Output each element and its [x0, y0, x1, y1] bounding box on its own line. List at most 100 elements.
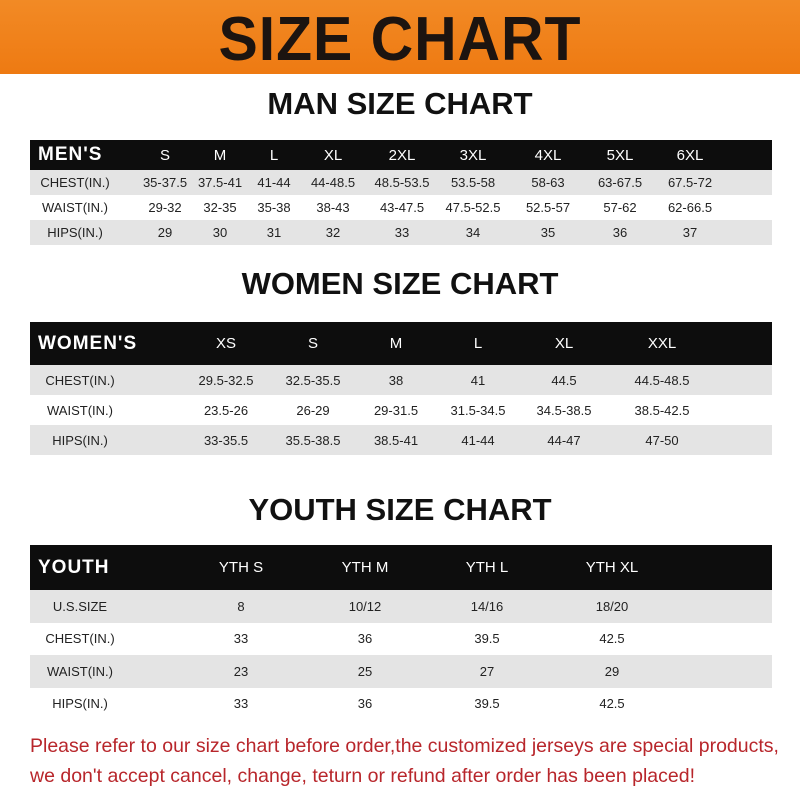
table-cell: 4XL [534, 146, 562, 164]
table-cell: 26-29 [296, 402, 330, 418]
table-header-row: WOMEN'S XS S M L XL XXL [30, 322, 772, 365]
table-cell: 47.5-52.5 [445, 200, 501, 215]
table-cell: XS [215, 335, 237, 352]
row-label: HIPS(IN.) [52, 696, 108, 712]
table-cell: 52.5-57 [525, 200, 571, 215]
table-cell: 44-48.5 [310, 175, 356, 190]
row-label: WOMEN'S [38, 332, 138, 354]
table-cell: L [269, 146, 279, 164]
page-title: SIZE CHART [218, 5, 582, 74]
table-cell: 38-43 [316, 200, 350, 215]
table-cell: 58-63 [531, 175, 565, 190]
table-cell: 33 [233, 696, 249, 712]
table-cell: 44-47 [547, 432, 581, 448]
row-label: WAIST(IN.) [47, 402, 113, 418]
title-banner: SIZE CHART [0, 0, 800, 74]
table-row: CHEST(IN.) 29.5-32.5 32.5-35.5 38 41 44.5 44.5… [30, 365, 772, 395]
table-cell: S [159, 146, 171, 164]
men-section-title: MAN SIZE CHART [267, 86, 533, 121]
table-cell: 25 [357, 663, 373, 679]
table-cell: 41 [470, 372, 486, 388]
table-cell: S [307, 335, 319, 352]
table-cell: 32-35 [203, 200, 237, 215]
table-cell: M [389, 335, 403, 352]
table-cell: 10/12 [348, 598, 382, 614]
table-cell: 44.5 [551, 372, 577, 388]
table-row: HIPS(IN.) 29 30 31 32 33 34 35 36 37 [30, 220, 772, 245]
row-label: HIPS(IN.) [47, 225, 103, 240]
table-cell: 42.5 [599, 696, 625, 712]
table-cell: M [213, 146, 227, 164]
table-cell: 36 [357, 696, 373, 712]
table-cell: 35-38 [257, 200, 291, 215]
table-row: WAIST(IN.) 29-32 32-35 35-38 38-43 43-47.5 47.… [30, 195, 772, 220]
table-cell: 62-66.5 [667, 200, 713, 215]
table-cell: YTH M [341, 559, 389, 576]
table-cell: 36 [612, 225, 628, 240]
table-cell: 31.5-34.5 [450, 402, 506, 418]
table-cell: 34 [465, 225, 481, 240]
row-label: CHEST(IN.) [45, 631, 115, 647]
table-cell: 3XL [459, 146, 487, 164]
table-row: U.S.SIZE 8 10/12 14/16 18/20 [30, 590, 772, 623]
table-cell: 41-44 [257, 175, 291, 190]
table-cell: 39.5 [474, 631, 500, 647]
table-cell: 29-31.5 [373, 402, 419, 418]
table-cell: 35-37.5 [142, 175, 188, 190]
table-cell: 23.5-26 [203, 402, 249, 418]
note-line-1: Please refer to our size chart before or… [30, 735, 779, 757]
table-cell: 36 [357, 631, 373, 647]
table-cell: 37.5-41 [197, 175, 243, 190]
table-cell: 38 [388, 372, 404, 388]
note-line-2: we don't accept cancel, change, teturn o… [30, 765, 695, 787]
table-row: HIPS(IN.) 33-35.5 35.5-38.5 38.5-41 41-44 44-… [30, 425, 772, 455]
table-cell: L [473, 335, 483, 352]
row-label: CHEST(IN.) [45, 372, 115, 388]
table-cell: XL [323, 146, 343, 164]
table-cell: 2XL [388, 146, 416, 164]
table-cell: 35 [540, 225, 556, 240]
table-cell: 35.5-38.5 [285, 432, 341, 448]
table-cell: 29 [157, 225, 173, 240]
row-label: CHEST(IN.) [40, 175, 110, 190]
row-label: WAIST(IN.) [47, 663, 113, 679]
table-cell: 31 [266, 225, 282, 240]
row-label: HIPS(IN.) [52, 432, 108, 448]
table-cell: YTH S [218, 559, 264, 576]
table-cell: 32 [325, 225, 341, 240]
table-cell: 8 [237, 598, 245, 614]
table-row: WAIST(IN.) 23 25 27 29 [30, 655, 772, 688]
table-cell: 30 [212, 225, 228, 240]
table-cell: XL [554, 335, 574, 352]
table-row: HIPS(IN.) 33 36 39.5 42.5 [30, 687, 772, 720]
table-cell: 53.5-58 [450, 175, 496, 190]
table-row: CHEST(IN.) 33 36 39.5 42.5 [30, 622, 772, 655]
table-cell: 34.5-38.5 [536, 402, 592, 418]
table-cell: 33-35.5 [203, 432, 249, 448]
table-cell: 44.5-48.5 [634, 372, 690, 388]
table-cell: 14/16 [470, 598, 504, 614]
table-cell: 37 [682, 225, 698, 240]
youth-section-title: YOUTH SIZE CHART [248, 492, 552, 527]
row-label: WAIST(IN.) [42, 200, 108, 215]
table-cell: 33 [233, 631, 249, 647]
table-cell: 67.5-72 [667, 175, 713, 190]
table-row: WAIST(IN.) 23.5-26 26-29 29-31.5 31.5-34.5 34… [30, 395, 772, 425]
table-cell: 42.5 [599, 631, 625, 647]
row-label: YOUTH [38, 556, 110, 578]
table-cell: 48.5-53.5 [374, 175, 430, 190]
table-cell: 18/20 [595, 598, 629, 614]
table-cell: YTH L [465, 559, 509, 576]
table-cell: 27 [479, 663, 495, 679]
table-cell: 39.5 [474, 696, 500, 712]
table-cell: 57-62 [603, 200, 637, 215]
women-section-title: WOMEN SIZE CHART [241, 266, 559, 301]
table-cell: XXL [647, 335, 677, 352]
table-header-row: MEN'S S M L XL 2XL 3XL 4XL 5XL 6XL [30, 140, 772, 170]
table-cell: 6XL [676, 146, 704, 164]
table-header-row: YOUTH YTH S YTH M YTH L YTH XL [30, 545, 772, 590]
table-cell: 63-67.5 [597, 175, 643, 190]
table-cell: 38.5-42.5 [634, 402, 690, 418]
table-cell: 38.5-41 [373, 432, 419, 448]
